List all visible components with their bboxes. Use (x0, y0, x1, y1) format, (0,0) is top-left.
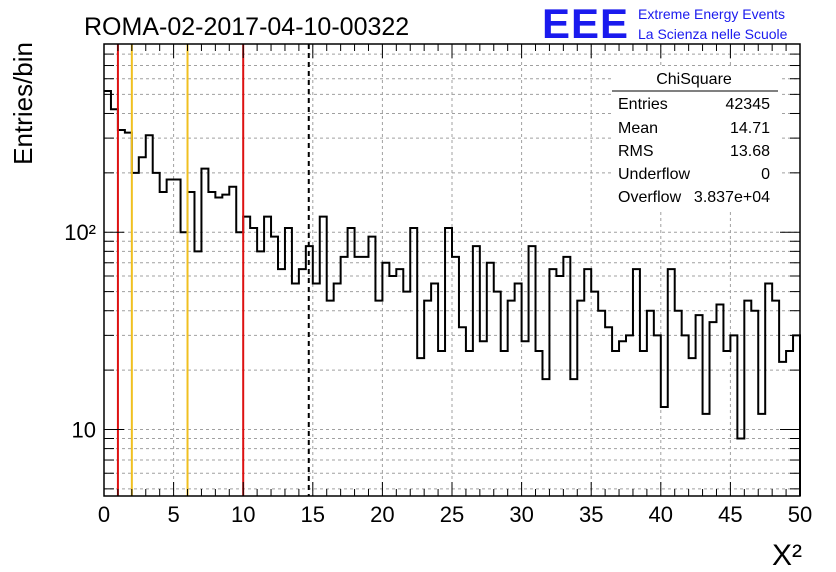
x-tick-label: 5 (167, 502, 179, 527)
chart-title: ROMA-02-2017-04-10-00322 (84, 13, 409, 41)
x-tick-label: 45 (718, 502, 742, 527)
stats-label-entries: Entries (618, 96, 668, 113)
stats-box: ChiSquare Entries 42345 Mean 14.71 RMS 1… (612, 68, 780, 210)
x-tick-label: 50 (788, 502, 812, 527)
stats-label-overflow: Overflow (618, 189, 682, 206)
x-tick-label: 30 (509, 502, 533, 527)
stats-value-mean: 14.71 (730, 120, 770, 137)
x-tick-label: 25 (440, 502, 464, 527)
stats-box-background (612, 68, 780, 210)
x-tick-label: 10 (231, 502, 255, 527)
stats-value-rms: 13.68 (730, 143, 770, 160)
logo-line-1: Extreme Energy Events (638, 6, 785, 22)
x-axis-label: X² (772, 539, 802, 572)
stats-label-rms: RMS (618, 143, 654, 160)
stats-value-overflow: 3.837e+04 (694, 189, 770, 206)
y-tick-label: 10² (64, 220, 96, 245)
histogram-outline (104, 89, 801, 496)
stats-label-underflow: Underflow (618, 166, 690, 183)
histogram (104, 89, 801, 496)
y-axis-label: Entries/bin (8, 42, 38, 165)
x-tick-label: 35 (579, 502, 603, 527)
stats-value-underflow: 0 (761, 166, 770, 183)
y-tick-label: 10 (72, 417, 96, 442)
x-tick-label: 20 (370, 502, 394, 527)
cut-lines (116, 44, 310, 496)
eee-logo: EEE Extreme Energy Events La Scienza nel… (542, 0, 788, 47)
axes: 0 5 10 15 20 25 30 35 40 45 50 10 10² (64, 43, 812, 527)
stats-value-entries: 42345 (726, 96, 771, 113)
logo-line-2: La Scienza nelle Scuole (638, 26, 788, 42)
x-tick-label: 15 (301, 502, 325, 527)
x-tick-label: 0 (98, 502, 110, 527)
x-tick-label: 40 (649, 502, 673, 527)
stats-label-mean: Mean (618, 120, 658, 137)
stats-box-title: ChiSquare (656, 71, 732, 88)
eee-logo-mark: EEE (542, 0, 629, 47)
